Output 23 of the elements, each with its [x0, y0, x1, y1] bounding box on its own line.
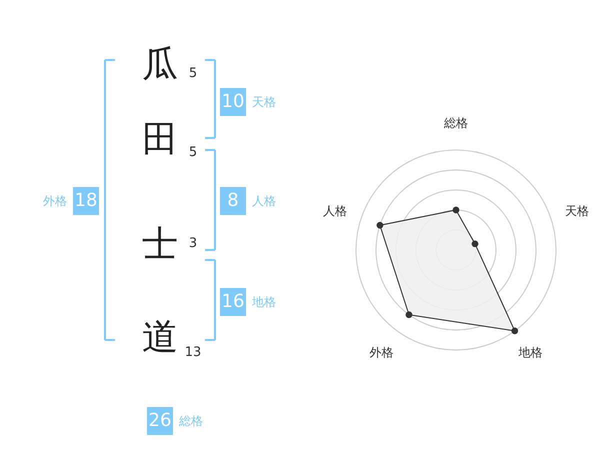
spoke-label: 地格 — [518, 346, 543, 360]
data-label: 5 — [188, 66, 198, 81]
data-label: 10 — [222, 91, 244, 112]
category-label: 瓜 — [142, 44, 178, 85]
spoke-label: 外格 — [369, 346, 394, 360]
category-label: 天格 — [252, 95, 276, 109]
category-label: 田 — [142, 119, 178, 160]
category-label: 総格 — [178, 414, 203, 428]
spoke-label: 総格 — [443, 116, 468, 130]
category-label: 外格 — [43, 194, 67, 208]
data-label: 26 — [148, 410, 172, 431]
category-label: 人格 — [252, 194, 276, 208]
category-label: 地格 — [251, 295, 276, 309]
data-label: 13 — [184, 345, 202, 360]
data-label: 5 — [188, 145, 198, 160]
data-label: 18 — [74, 190, 98, 211]
spoke-label: 人格 — [323, 204, 348, 218]
data-label: 3 — [188, 236, 198, 251]
data-label: 16 — [222, 291, 244, 312]
spoke-label: 天格 — [564, 204, 589, 218]
category-label: 道 — [142, 317, 178, 358]
category-label: 士 — [142, 224, 178, 265]
data-label: 8 — [227, 190, 239, 211]
